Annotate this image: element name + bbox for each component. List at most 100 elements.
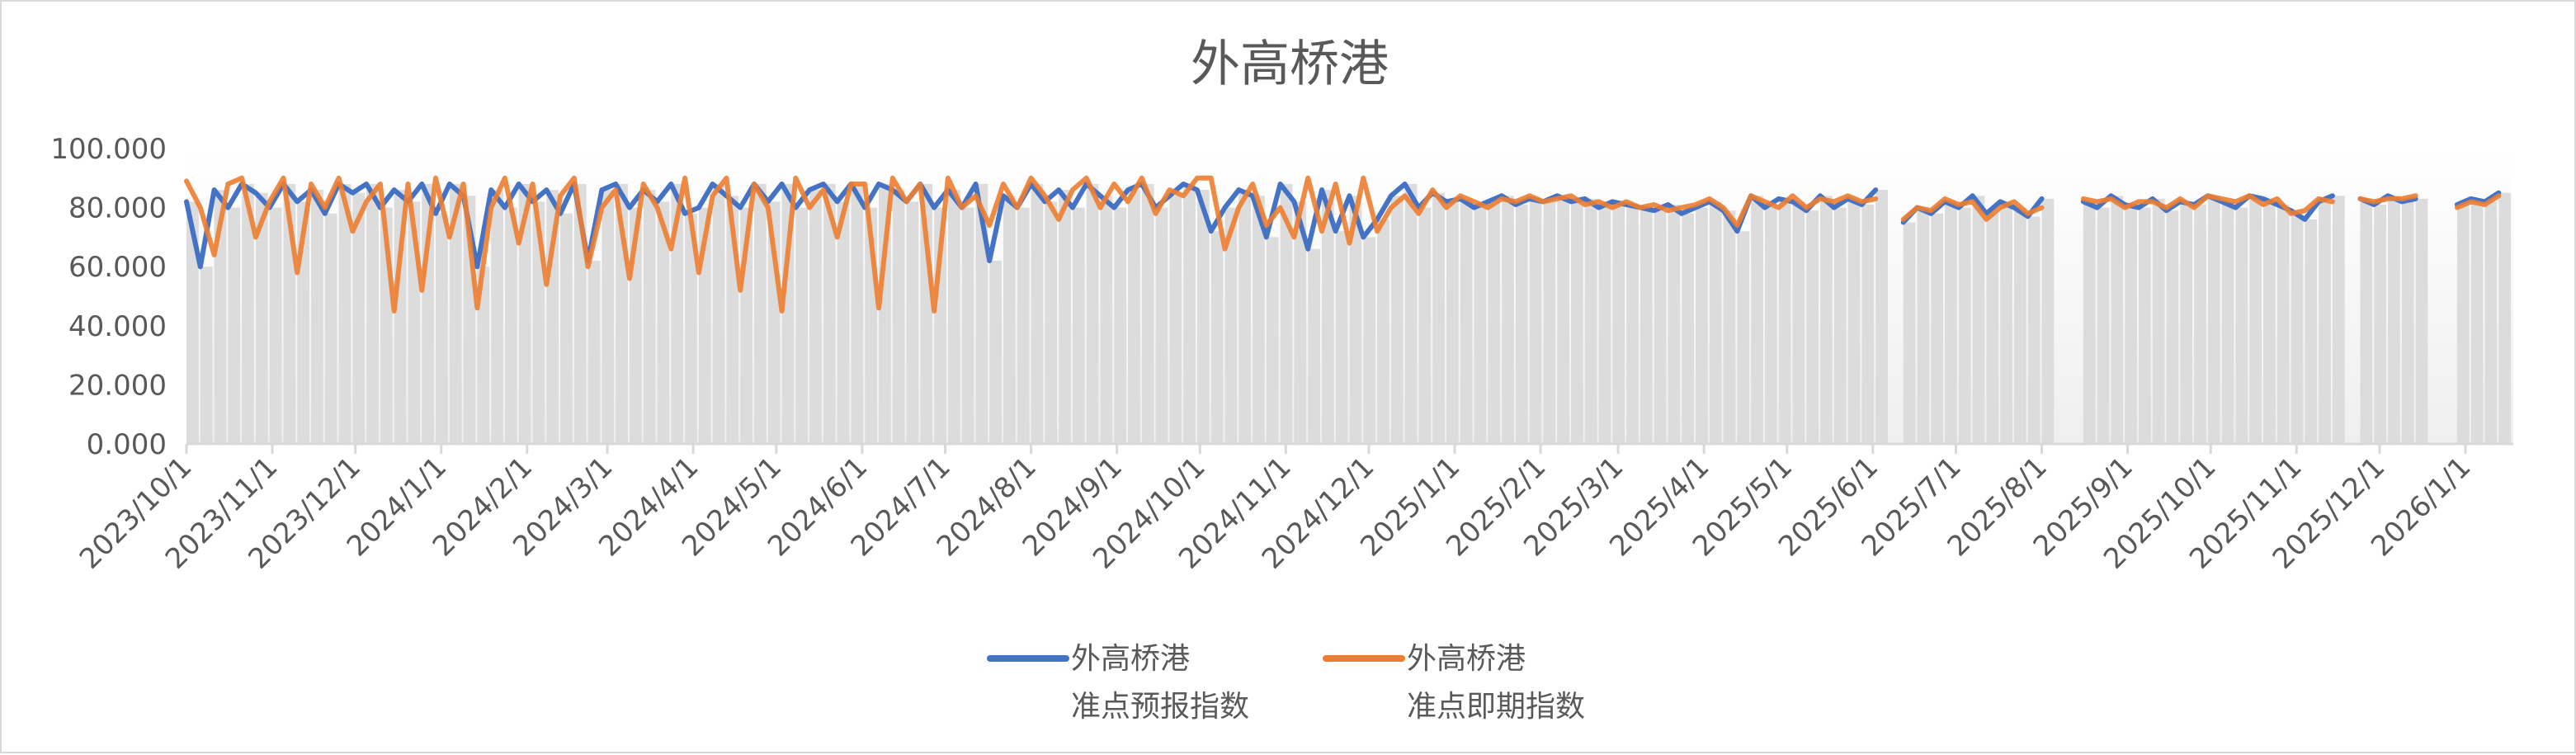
column-bar <box>1418 208 1431 444</box>
column-bar <box>1516 205 1528 444</box>
column-bar <box>1904 223 1916 445</box>
column-bar <box>1488 201 1500 444</box>
column-bar <box>366 184 379 444</box>
column-bar <box>1377 219 1389 444</box>
column-bar <box>2457 205 2470 444</box>
column-bar <box>2291 210 2304 444</box>
column-bar <box>893 190 905 444</box>
column-bar <box>201 267 213 444</box>
column-bar <box>491 190 503 444</box>
column-bar <box>1128 190 1140 444</box>
column-bar <box>1861 205 1874 444</box>
column-bar <box>1238 190 1251 444</box>
column-bar <box>1557 196 1569 444</box>
column-bar <box>2125 205 2137 444</box>
column-bar <box>1114 208 1126 444</box>
column-bar <box>1571 201 1583 444</box>
column-bar <box>2139 208 2151 444</box>
legend-label-spot-line2: 准点即期指数 <box>1407 690 1585 724</box>
column-bar <box>588 261 601 444</box>
column-bar <box>2277 205 2290 444</box>
column-bar <box>2484 201 2497 444</box>
column-bar <box>2208 196 2220 444</box>
column-bar <box>2374 205 2386 444</box>
column-bar <box>1308 249 1320 444</box>
column-bar <box>2028 216 2041 444</box>
column-bar <box>1543 201 1555 444</box>
y-tick-label: 80.000 <box>68 192 167 225</box>
column-bar <box>1724 210 1736 444</box>
column-bar <box>1918 208 1930 444</box>
column-bar <box>1474 208 1487 444</box>
column-bar <box>1031 184 1044 444</box>
column-bar <box>1183 184 1196 444</box>
column-bar <box>1931 214 1943 444</box>
column-bar <box>1336 231 1348 444</box>
column-bar <box>1585 199 1597 444</box>
column-bar <box>1696 208 1708 444</box>
column-bar <box>1959 208 1971 444</box>
column-bar <box>2194 205 2206 444</box>
column-bar <box>325 214 337 444</box>
column-bar <box>1530 199 1542 444</box>
column-bar <box>962 208 974 444</box>
column-bar <box>1142 184 1154 444</box>
column-bar <box>907 201 919 444</box>
column-bar <box>1100 196 1112 444</box>
y-tick-label: 60.000 <box>68 251 167 284</box>
y-tick-label: 100.000 <box>50 133 167 166</box>
column-bar <box>2471 199 2484 444</box>
column-bar <box>1612 201 1625 444</box>
column-bar <box>311 190 323 444</box>
column-bar <box>270 208 282 444</box>
column-bar <box>2416 199 2428 444</box>
column-bar <box>1391 196 1404 444</box>
column-bar <box>1211 231 1224 444</box>
column-bar <box>2083 201 2096 444</box>
column-bar <box>2180 201 2192 444</box>
column-bar <box>2042 199 2055 444</box>
column-bar <box>1945 201 1957 444</box>
column-bar <box>1156 208 1168 444</box>
column-bar <box>1267 237 1279 444</box>
column-bar <box>1986 214 1998 444</box>
column-bar <box>1599 208 1611 444</box>
column-bar <box>602 190 614 444</box>
column-bar <box>1765 208 1777 444</box>
column-bar <box>2402 201 2414 444</box>
column-bar <box>1017 208 1030 444</box>
column-bar <box>1087 184 1099 444</box>
column-bar <box>989 261 1002 444</box>
column-bar <box>1710 201 1722 444</box>
chart-title: 外高桥港 <box>1191 35 1389 93</box>
column-bar <box>1405 184 1418 444</box>
column-bar <box>2249 196 2262 444</box>
column-bar <box>2305 219 2317 444</box>
column-bar <box>1751 196 1763 444</box>
column-bar <box>713 184 725 444</box>
column-bar <box>1626 205 1639 444</box>
column-bar <box>754 184 767 444</box>
column-bar <box>228 208 240 444</box>
column-bar <box>2319 201 2331 444</box>
column-bar <box>1432 193 1445 444</box>
column-bar <box>1169 196 1182 444</box>
column-bar <box>1779 199 1791 444</box>
column-bar <box>2111 196 2123 444</box>
column-bar <box>560 214 573 444</box>
column-bar <box>1003 196 1016 444</box>
y-tick-label: 20.000 <box>68 369 167 402</box>
column-bar <box>1682 214 1694 444</box>
column-bar <box>1848 199 1861 444</box>
column-bar <box>1502 196 1514 444</box>
column-bar <box>2360 199 2372 444</box>
column-bar <box>1875 190 1888 444</box>
column-bar <box>948 190 960 444</box>
column-bar <box>1834 208 1847 444</box>
column-bar <box>809 190 822 444</box>
column-bar <box>2263 199 2276 444</box>
legend: 外高桥港 准点预报指数 外高桥港 准点即期指数 <box>990 642 1585 724</box>
column-bar <box>795 208 808 444</box>
column-bar <box>2222 201 2234 444</box>
